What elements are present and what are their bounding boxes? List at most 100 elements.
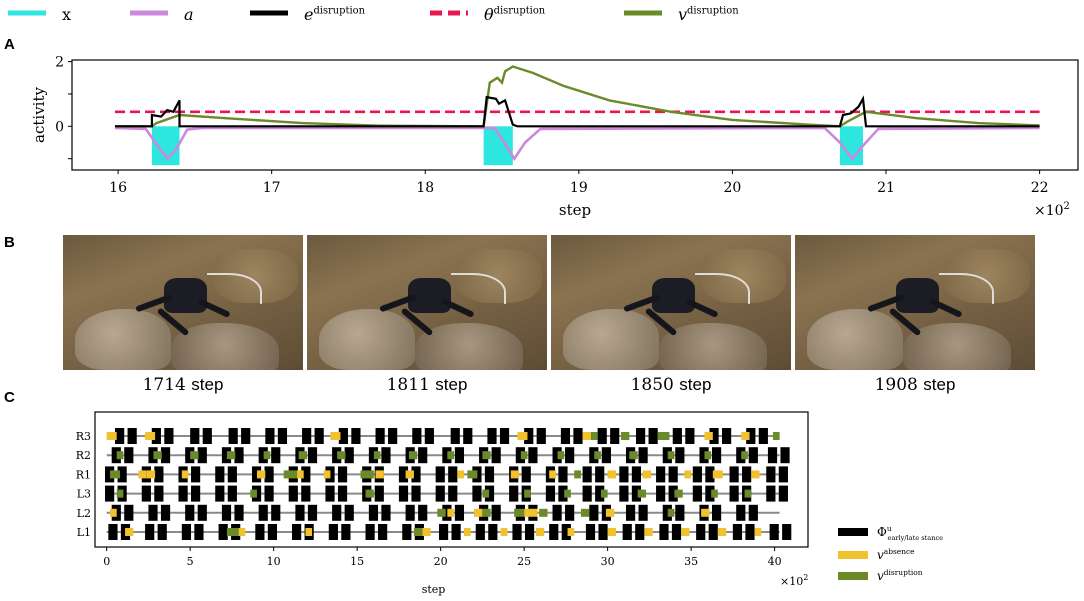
- stance-block: [582, 466, 592, 483]
- stance-block: [515, 447, 525, 464]
- v-absence-segment: [681, 528, 690, 536]
- stance-block: [398, 466, 409, 483]
- v-disruption-segment: [467, 470, 478, 479]
- v-disruption-segment: [520, 451, 528, 460]
- row-label: L3: [77, 488, 91, 501]
- stance-block: [307, 447, 318, 464]
- stance-block: [108, 524, 118, 540]
- v-disruption-segment: [226, 528, 239, 536]
- stance-block: [736, 447, 746, 464]
- v-absence-segment: [607, 528, 616, 536]
- stance-block: [124, 447, 134, 464]
- stance-block: [582, 485, 592, 502]
- v-disruption-segment: [594, 451, 601, 460]
- v-disruption-segment: [190, 451, 199, 460]
- v-disruption-segment: [657, 432, 670, 440]
- stance-block: [619, 466, 629, 483]
- legend-label: θdisruption: [484, 5, 546, 24]
- stance-block: [692, 485, 702, 502]
- stance-block: [745, 524, 755, 540]
- gait-row-R2: [106, 447, 790, 464]
- gait-legend-item-1: vabsence: [838, 547, 915, 562]
- y-tick-label: 0: [55, 119, 64, 135]
- stance-block: [218, 524, 228, 540]
- stance-block: [631, 485, 642, 502]
- stance-block: [732, 524, 743, 540]
- stance-block: [552, 504, 562, 521]
- stance-block: [573, 428, 583, 444]
- x-tick-label: 35: [684, 555, 698, 568]
- stance-block: [227, 466, 237, 483]
- stance-block: [705, 485, 715, 502]
- panel-label-c: C: [4, 389, 15, 406]
- stance-block: [338, 428, 348, 444]
- stance-block: [448, 485, 458, 502]
- legend-label: vdisruption: [678, 5, 739, 24]
- stance-block: [668, 485, 678, 502]
- panel-a-line-chart: 16 17 18 19 20 21 22 0 2 step activity ×102: [30, 55, 1079, 219]
- v-absence-segment: [517, 432, 528, 440]
- stance-block: [160, 504, 171, 521]
- stance-block: [302, 428, 312, 444]
- v-disruption-segment: [447, 451, 455, 460]
- stance-block: [124, 504, 134, 521]
- stance-block: [251, 466, 262, 483]
- stance-block: [619, 485, 629, 502]
- stance-block: [475, 524, 485, 540]
- stance-block: [157, 524, 167, 540]
- stance-block: [115, 428, 125, 444]
- v-absence-segment: [447, 508, 455, 517]
- stance-block: [699, 447, 709, 464]
- v-absence-segment: [110, 508, 117, 517]
- stance-block: [558, 466, 568, 483]
- x-axis-label: step: [559, 201, 591, 219]
- v-absence-segment: [642, 470, 652, 479]
- stance-block: [782, 524, 792, 540]
- stance-block: [598, 524, 608, 540]
- v-absence-segment: [741, 432, 750, 440]
- v-absence-segment: [323, 470, 331, 479]
- legend-item-4: vdisruption: [624, 5, 739, 24]
- v-absence-segment: [605, 508, 615, 517]
- stance-block: [185, 504, 195, 521]
- stance-block: [560, 428, 571, 444]
- stance-block: [154, 485, 164, 502]
- legend-label: vdisruption: [877, 568, 923, 583]
- legend-label: Φu early/late stance: [877, 524, 943, 542]
- stance-block: [398, 485, 409, 502]
- stance-block: [484, 485, 495, 502]
- stance-block: [659, 524, 669, 540]
- stance-block: [151, 428, 161, 444]
- gait-row-L3: [105, 485, 788, 502]
- v-absence-segment: [138, 470, 147, 479]
- x-tick-label: 10: [267, 555, 281, 568]
- stance-block: [292, 524, 302, 540]
- v-disruption-segment: [741, 451, 748, 460]
- v-disruption-segment: [263, 451, 271, 460]
- stance-block: [595, 485, 605, 502]
- stance-block: [301, 466, 311, 483]
- row-label: R2: [76, 449, 91, 462]
- stance-block: [450, 428, 460, 444]
- stance-block: [271, 447, 281, 464]
- x-pulse: [151, 126, 180, 166]
- v-absence-segment: [567, 528, 575, 536]
- stance-block: [344, 504, 354, 521]
- stance-block: [454, 504, 465, 521]
- stance-block: [405, 504, 415, 521]
- stance-block: [325, 485, 335, 502]
- stance-block: [435, 466, 445, 483]
- photo-caption-3: 1850 step: [630, 375, 712, 395]
- stance-block: [487, 428, 497, 444]
- stance-block: [778, 485, 788, 502]
- v-disruption-segment: [413, 528, 423, 536]
- stance-block: [288, 485, 298, 502]
- v-disruption-segment: [283, 470, 298, 479]
- stance-block: [662, 504, 672, 521]
- v-disruption-segment: [153, 451, 162, 460]
- panel-c-gait-chart: R3 R2 R1 L3 L2 L1 0 5 10 15 20 25 30 35 40 step ×102: [76, 411, 809, 596]
- stance-block: [528, 447, 538, 464]
- x-tick-label: 16: [109, 180, 127, 196]
- gait-legend-item-0: Φu early/late stance: [838, 524, 943, 542]
- stance-block: [412, 428, 422, 444]
